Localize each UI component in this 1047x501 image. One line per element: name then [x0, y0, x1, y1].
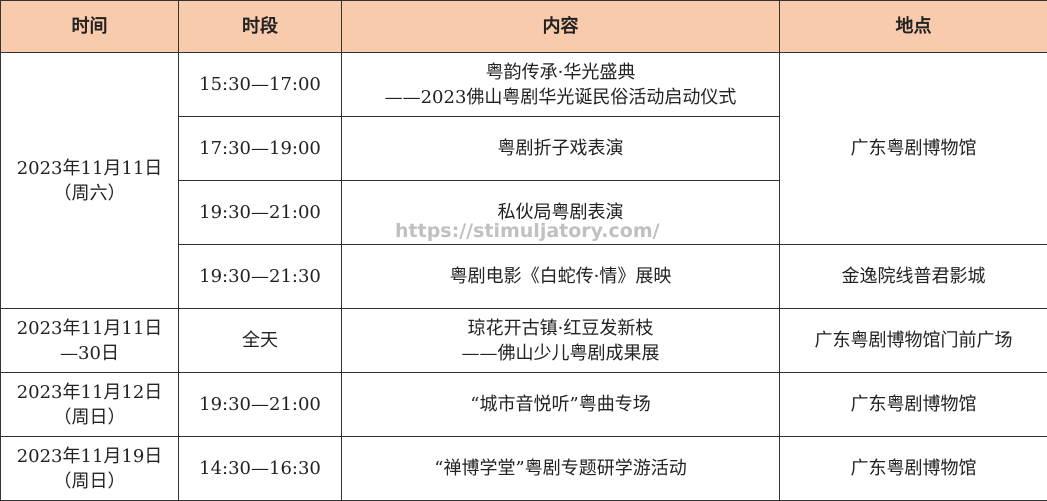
time-cell: 19:30—21:30	[178, 244, 342, 309]
date-cell: 2023年11月11日 （周六）	[0, 52, 179, 309]
date-cell: 2023年11月19日 （周日）	[0, 436, 179, 501]
content-cell: 私伙局粤剧表演	[341, 180, 780, 245]
date-cell: 2023年11月11日 —30日	[0, 308, 179, 373]
date-text: 2023年11月11日	[16, 317, 163, 339]
table-row: 2023年11月19日 （周日） 14:30—16:30 “禅博学堂”粤剧专题研学…	[0, 436, 1047, 501]
table-row: 19:30—21:00 私伙局粤剧表演	[1, 180, 1047, 245]
header-place: 地点	[779, 0, 1047, 53]
header-date: 时间	[0, 0, 179, 53]
place-cell: 广东粤剧博物馆门前广场	[779, 308, 1047, 373]
place-cell: 金逸院线普君影城	[779, 244, 1047, 309]
time-cell: 14:30—16:30	[178, 436, 342, 501]
header-time: 时段	[178, 0, 342, 53]
table-row: 2023年11月11日 （周六） 15:30—17:00 粤韵传承·华光盛典 ——2…	[0, 52, 1047, 309]
weekday-text: （周日）	[53, 470, 126, 492]
table-row: 19:30—21:30 粤剧电影《白蛇传·情》展映 金逸院线普君影城	[1, 244, 1047, 309]
place-cell: 广东粤剧博物馆	[779, 436, 1047, 501]
content-cell: 粤韵传承·华光盛典 ——2023佛山粤剧华光诞民俗活动启动仪式	[341, 52, 780, 117]
date-cell: 2023年11月12日 （周日）	[0, 372, 179, 437]
content-title: 粤韵传承·华光盛典	[485, 61, 636, 83]
header-row: 时间 时段 内容 地点	[0, 0, 1047, 53]
date-text: 2023年11月12日	[16, 381, 163, 403]
table-row: 2023年11月12日 （周日） 19:30—21:00 “城市音悦听”粤曲专场 …	[0, 372, 1047, 437]
table-row: 2023年11月11日 —30日 全天 琼花开古镇·红豆发新枝 ——佛山少儿粤剧成果…	[0, 308, 1047, 373]
time-cell: 全天	[178, 308, 342, 373]
content-title: 琼花开古镇·红豆发新枝	[467, 317, 654, 339]
weekday-text: （周六）	[53, 182, 126, 204]
time-cell: 19:30—21:00	[178, 372, 342, 437]
content-subtitle: ——2023佛山粤剧华光诞民俗活动启动仪式	[384, 86, 737, 108]
place-cell: 广东粤剧博物馆	[779, 372, 1047, 437]
place-cell: 广东粤剧博物馆	[779, 52, 1047, 245]
weekday-text: （周日）	[53, 406, 126, 428]
date-range-text: —30日	[60, 342, 119, 364]
content-cell: 粤剧电影《白蛇传·情》展映	[341, 244, 780, 309]
header-content: 内容	[341, 0, 780, 53]
content-cell: “禅博学堂”粤剧专题研学游活动	[341, 436, 780, 501]
date-text: 2023年11月19日	[16, 445, 163, 467]
content-subtitle: ——佛山少儿粤剧成果展	[461, 342, 660, 364]
content-cell: 粤剧折子戏表演	[341, 116, 780, 181]
date-text: 2023年11月11日	[16, 157, 163, 179]
table-row: 17:30—19:00 粤剧折子戏表演	[1, 116, 1047, 181]
time-cell: 15:30—17:00	[178, 52, 342, 117]
time-cell: 19:30—21:00	[178, 180, 342, 245]
time-cell: 17:30—19:00	[178, 116, 342, 181]
content-cell: “城市音悦听”粤曲专场	[341, 372, 780, 437]
content-cell: 琼花开古镇·红豆发新枝 ——佛山少儿粤剧成果展	[341, 308, 780, 373]
